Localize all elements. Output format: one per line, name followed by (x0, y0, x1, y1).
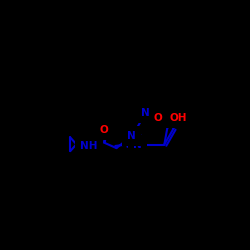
Text: NH: NH (80, 141, 98, 151)
Text: N: N (128, 131, 136, 141)
Text: N: N (133, 140, 141, 150)
Text: O: O (154, 112, 162, 122)
Text: O: O (100, 125, 108, 135)
Text: N: N (142, 108, 150, 118)
Text: OH: OH (170, 112, 187, 122)
